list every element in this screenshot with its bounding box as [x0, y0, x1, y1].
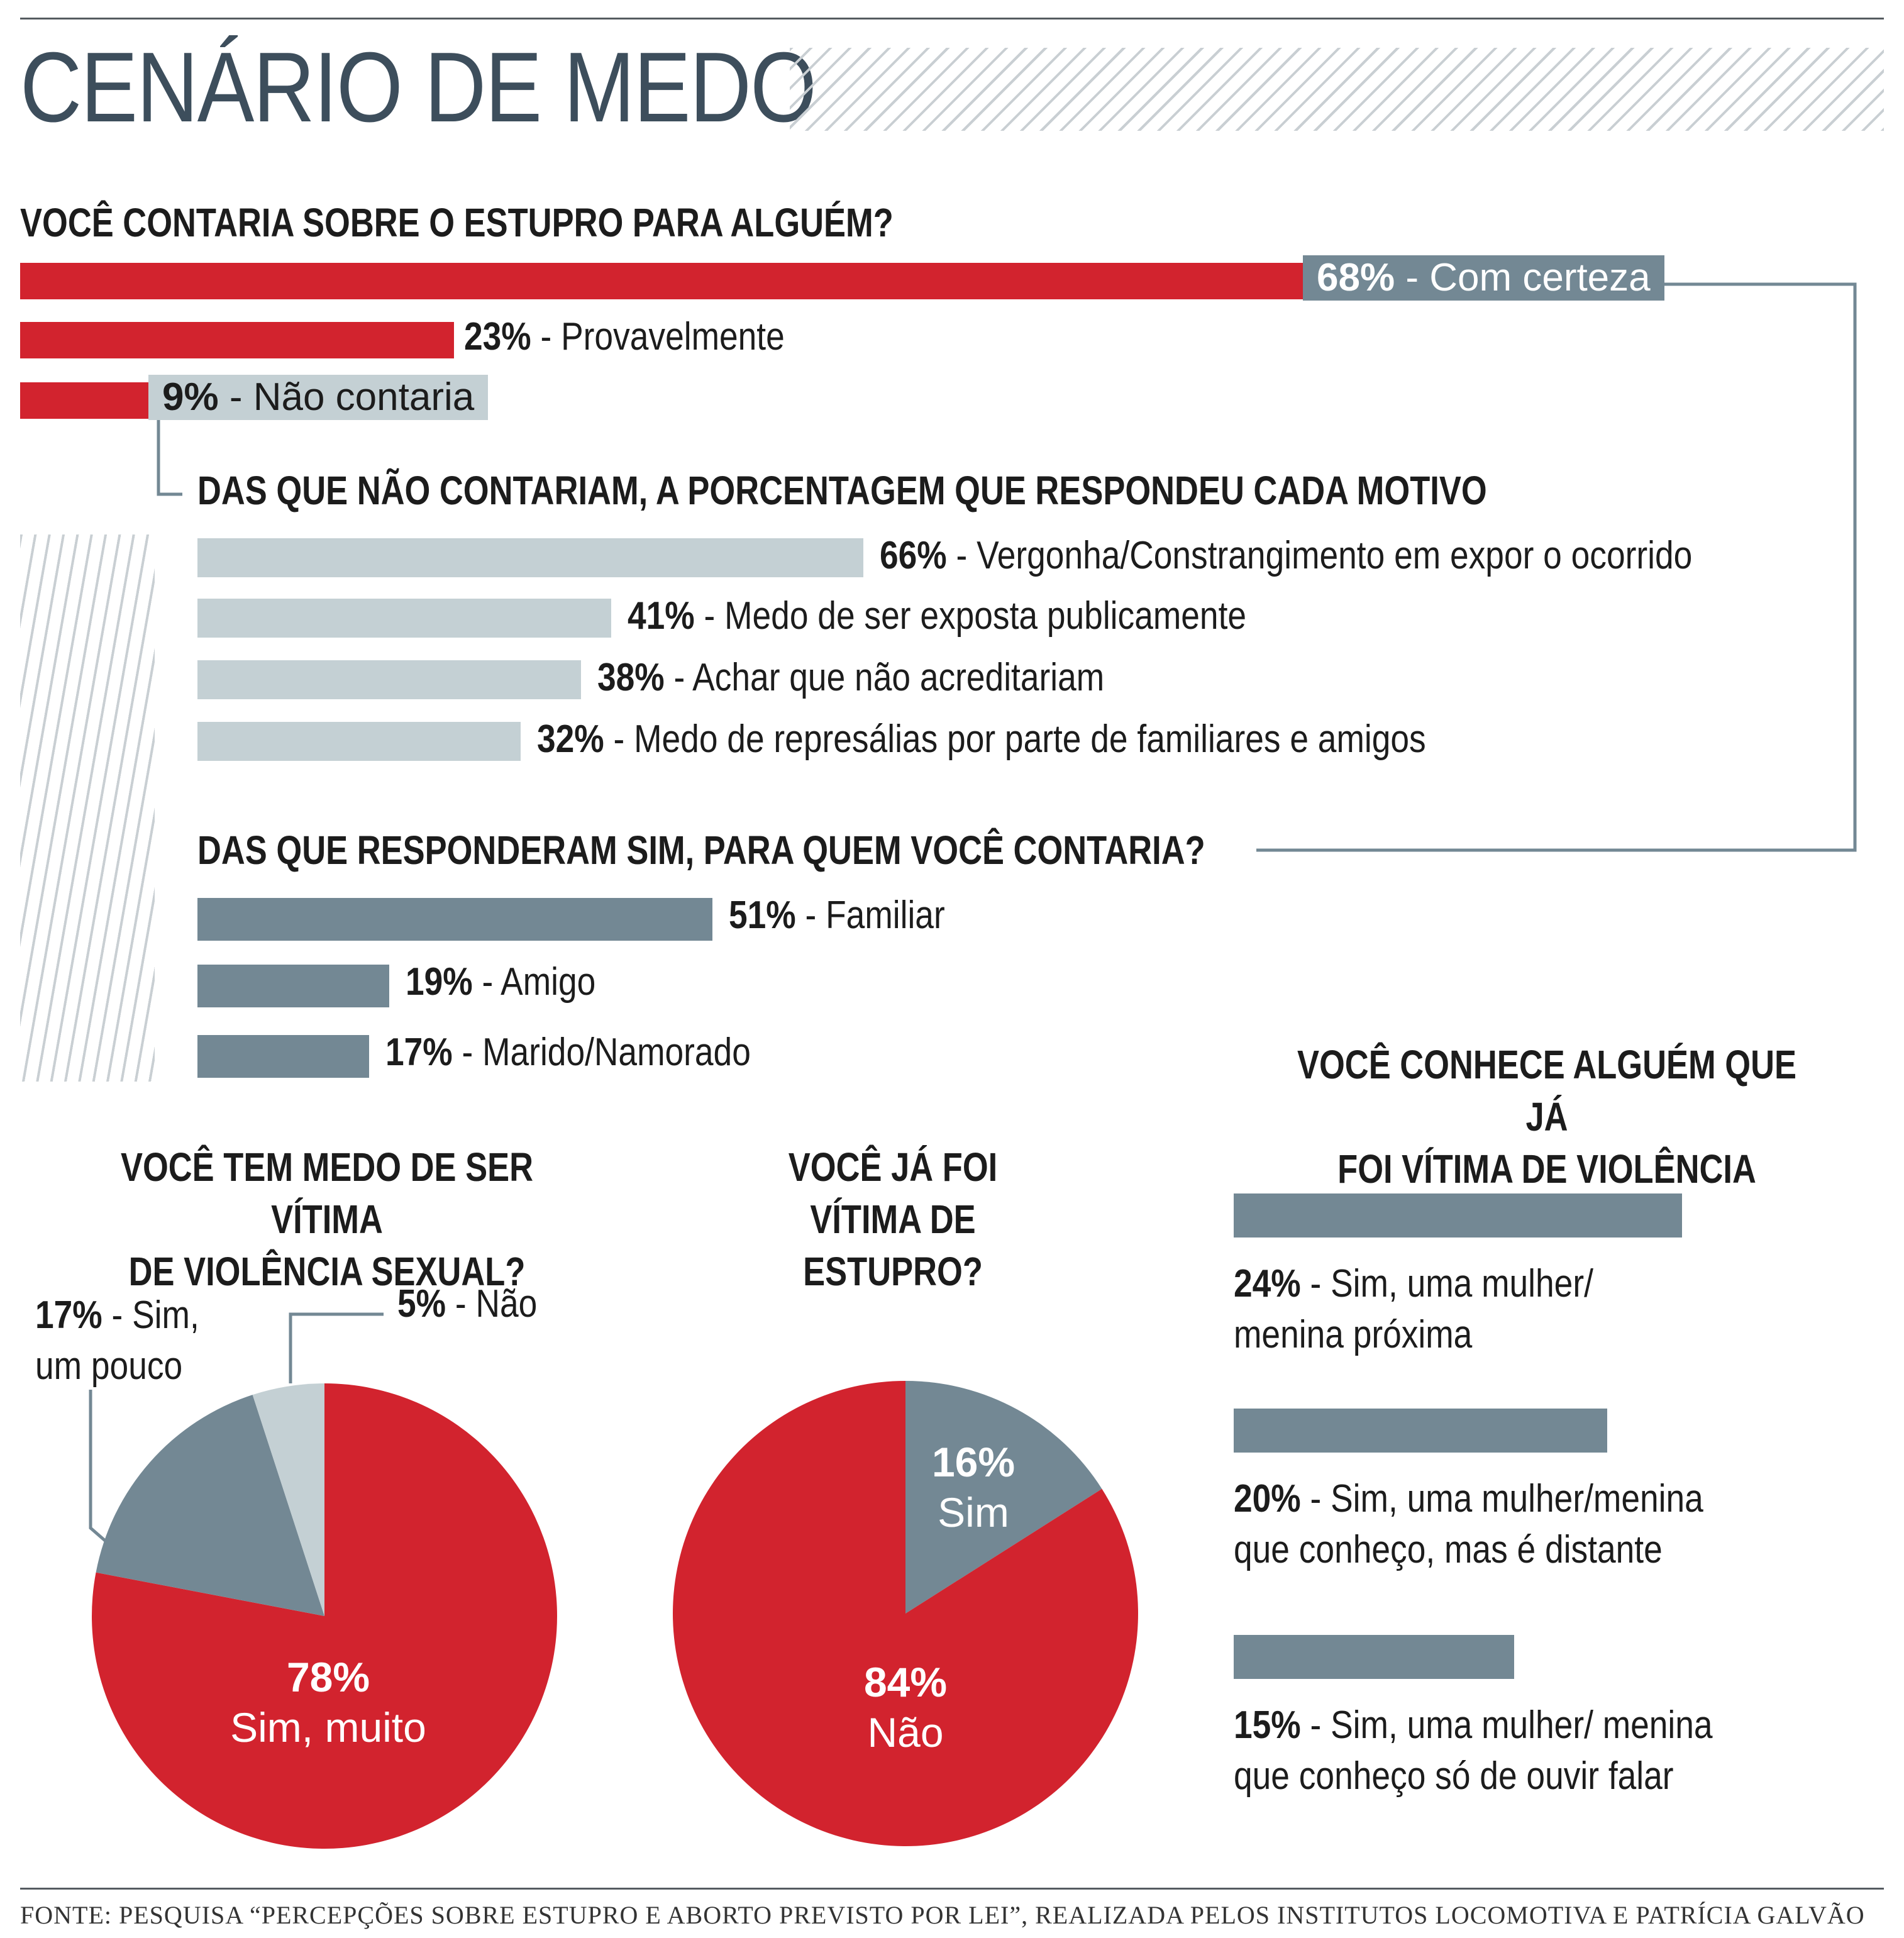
pie2-title-line-0: VOCÊ JÁ FOI — [788, 1144, 998, 1190]
q2-category-2: Achar que não acreditariam — [692, 656, 1105, 699]
pie1-svg: 78%Sim, muito — [89, 1312, 557, 1849]
top-rule — [20, 18, 1884, 19]
bottom-rule — [20, 1888, 1884, 1890]
q1-bar-1 — [20, 322, 454, 358]
q6-bar-1 — [1234, 1409, 1607, 1453]
page-title: CENÁRIO DE MEDO — [20, 32, 817, 143]
q2-bar-3 — [197, 722, 521, 761]
pie1-title-line-1: DE VIOLÊNCIA SEXUAL? — [128, 1249, 526, 1295]
pie1-value-2: 5% — [397, 1282, 446, 1326]
q3-bar-1 — [197, 965, 389, 1007]
pie2-title-line-2: ESTUPRO? — [803, 1249, 983, 1295]
connector-lines — [157, 282, 1857, 852]
q3-label-0: 51% - Familiar — [728, 894, 945, 937]
pie1-leader-nao — [289, 1312, 384, 1383]
q3-label-2: 17% - Marido/Namorado — [385, 1031, 751, 1074]
q3-category-0: Familiar — [825, 894, 945, 937]
q3-label-1: 19% - Amigo — [405, 960, 596, 1004]
q2-label-2: 38% - Achar que não acreditariam — [597, 656, 1105, 699]
q6-label-2-line-1: que conheço só de ouvir falar — [1234, 1754, 1674, 1798]
pie2-slice-0 — [905, 1381, 1102, 1614]
q2-label-1: 41% - Medo de ser exposta publicamente — [628, 594, 1247, 638]
q6-title-line-0: VOCÊ CONHECE ALGUÉM QUE JÁ — [1297, 1042, 1797, 1140]
q1-category-2: Não contaria — [253, 375, 475, 419]
pie1-slice-0 — [91, 1383, 557, 1849]
connector-yes — [1256, 282, 1857, 852]
side-hatch-decoration — [20, 534, 155, 1082]
q1-category-0: Com certeza — [1429, 256, 1651, 299]
pie1-value-1: 17% — [35, 1293, 102, 1337]
pie2-slice-1 — [673, 1381, 1138, 1846]
q6-value-2: 15% — [1234, 1703, 1301, 1747]
pie2-title: VOCÊ JÁ FOI VÍTIMA DE ESTUPRO? — [736, 1141, 1050, 1298]
q6-bar-0 — [1234, 1193, 1682, 1238]
q3-category-2: Marido/Namorado — [482, 1031, 751, 1074]
pie1-title-line-0: VOCÊ TEM MEDO DE SER VÍTIMA — [120, 1144, 534, 1243]
q2-category-1: Medo de ser exposta publicamente — [724, 594, 1247, 638]
q2-bar-1 — [197, 599, 612, 638]
pie2-label-1: Não — [867, 1709, 943, 1756]
pie1-label-2: - Não — [455, 1282, 538, 1326]
connector-no — [157, 420, 182, 496]
q2-value-3: 32% — [536, 717, 604, 761]
q3-title: DAS QUE RESPONDERAM SIM, PARA QUEM VOCÊ … — [197, 828, 1205, 873]
pie1-value-0: 78% — [287, 1654, 370, 1700]
pie1-slice-2 — [252, 1383, 324, 1616]
pie1-slice-1 — [96, 1395, 324, 1616]
q1-category-1: Provavelmente — [561, 315, 785, 358]
q1-value-2: 9% — [162, 375, 219, 419]
q1-label-0: 68% - Com certeza — [1303, 255, 1664, 301]
q6-bar-2 — [1234, 1635, 1514, 1679]
q6-value-1: 20% — [1234, 1477, 1301, 1520]
pie1-label-0: Sim, muito — [230, 1704, 426, 1751]
q1-value-0: 68% — [1317, 256, 1395, 299]
q1-label-1: 23% - Provavelmente — [464, 315, 785, 358]
q2-label-3: 32% - Medo de represálias por parte de f… — [536, 717, 1426, 761]
q6-label-2-line-0: - Sim, uma mulher/ menina — [1310, 1703, 1713, 1747]
q2-category-3: Medo de represálias por parte de familia… — [633, 717, 1426, 761]
q6-value-0: 24% — [1234, 1262, 1301, 1305]
source-note: FONTE: PESQUISA “PERCEPÇÕES SOBRE ESTUPR… — [20, 1901, 1865, 1929]
q1-bar-0 — [20, 263, 1303, 299]
q3-value-0: 51% — [728, 894, 796, 937]
pie1-label-1-line-1: um pouco — [35, 1344, 183, 1388]
q3-value-1: 19% — [405, 960, 473, 1004]
q2-value-2: 38% — [597, 656, 665, 699]
pie2-title-line-1: VÍTIMA DE — [810, 1197, 976, 1243]
q1-label-2: 9% - Não contaria — [148, 375, 489, 420]
q6-label-0-line-1: menina próxima — [1234, 1312, 1473, 1356]
q2-label-0: 66% - Vergonha/Constrangimento em expor … — [880, 534, 1693, 577]
pie1-title: VOCÊ TEM MEDO DE SER VÍTIMA DE VIOLÊNCIA… — [69, 1141, 585, 1298]
pie1-label-nao: 5% - Não — [397, 1279, 537, 1330]
q2-value-1: 41% — [628, 594, 695, 638]
pie1-label-sim-pouco: 17% - Sim, um pouco — [35, 1290, 199, 1392]
q2-value-0: 66% — [880, 534, 948, 577]
q3-value-2: 17% — [385, 1031, 453, 1074]
q6-label-1-line-1: que conheço, mas é distante — [1234, 1527, 1663, 1571]
q6-label-1: 20% - Sim, uma mulher/menina que conheço,… — [1234, 1474, 1703, 1575]
q3-bar-0 — [197, 898, 712, 941]
q1-title: VOCÊ CONTARIA SOBRE O ESTUPRO PARA ALGUÉ… — [20, 200, 894, 245]
title-hatch-decoration — [790, 48, 1884, 131]
pie2-svg: 16%Sim 84%Não — [673, 1381, 1138, 1846]
pie1-label-1-line-0: - Sim, — [111, 1293, 199, 1337]
pie1-leader-sim-pouco — [89, 1390, 121, 1554]
q2-category-0: Vergonha/Constrangimento em expor o ocor… — [977, 534, 1693, 577]
q6-label-0-line-0: - Sim, uma mulher/ — [1310, 1262, 1593, 1305]
q3-bar-2 — [197, 1035, 369, 1078]
q2-bar-0 — [197, 538, 864, 577]
pie2-value-0: 16% — [932, 1439, 1015, 1485]
q6-label-0: 24% - Sim, uma mulher/menina próxima — [1234, 1259, 1593, 1360]
pie2-value-1: 84% — [864, 1659, 947, 1705]
q6-label-2: 15% - Sim, uma mulher/ menina que conheço… — [1234, 1700, 1713, 1802]
q2-title: DAS QUE NÃO CONTARIAM, A PORCENTAGEM QUE… — [197, 468, 1487, 513]
q1-value-1: 23% — [464, 315, 531, 358]
q3-category-1: Amigo — [501, 960, 596, 1004]
q6-label-1-line-0: - Sim, uma mulher/menina — [1310, 1477, 1703, 1520]
q2-bar-2 — [197, 660, 581, 699]
pie2-label-0: Sim — [938, 1489, 1009, 1536]
